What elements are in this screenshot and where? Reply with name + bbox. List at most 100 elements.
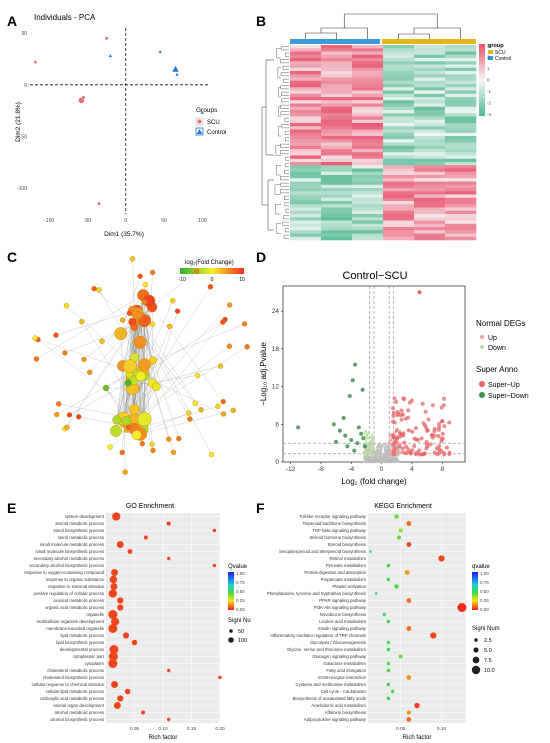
kegg-term-dot — [394, 514, 399, 519]
heatmap-cell — [414, 58, 446, 62]
volcano-point-super-up — [396, 411, 401, 416]
network-node — [123, 359, 137, 374]
heatmap-cell — [414, 74, 446, 78]
network-node — [128, 317, 137, 327]
pca-ylabel: Dim2 (21.8%) — [15, 102, 22, 142]
heatmap-cell — [290, 201, 322, 205]
heatmap-cell — [352, 64, 384, 69]
network-edge — [144, 323, 245, 365]
network-node — [220, 319, 226, 325]
heatmap-cell — [290, 227, 322, 231]
volcano-point-super-up — [410, 429, 415, 434]
network-node — [131, 307, 144, 320]
heatmap-cell — [321, 181, 353, 186]
go-term-label: small molecule biosynthetic process — [35, 549, 104, 554]
heatmap-cell — [352, 149, 384, 153]
network-node — [55, 401, 62, 407]
heatmap-cell — [414, 71, 446, 75]
dendrogram-branch — [280, 182, 289, 187]
heatmap-cell — [352, 171, 384, 176]
heatmap-cell — [352, 51, 384, 56]
heatmap-cell — [445, 116, 477, 121]
heatmap-cell — [414, 230, 446, 234]
heatmap-cell — [321, 58, 353, 62]
volcano-point-super-up — [442, 452, 447, 457]
go-term-dot — [218, 675, 222, 680]
volcano-point-super-down — [349, 438, 354, 442]
heatmap-cell — [414, 45, 446, 49]
dendrogram-branch — [280, 150, 289, 155]
heatmap-cell — [414, 204, 446, 208]
heatmap-cell — [383, 119, 415, 124]
network-node — [207, 284, 214, 290]
network-node — [54, 411, 60, 418]
heatmap-cell — [414, 103, 446, 108]
heatmap-cell — [290, 188, 322, 192]
network-node — [133, 335, 147, 349]
heatmap-cell — [321, 236, 353, 241]
heatmap-cell — [352, 236, 384, 241]
kegg-term-dot — [404, 570, 410, 575]
volcano-point-ns — [370, 456, 374, 459]
kegg-term-dot — [438, 555, 445, 562]
heatmap-cell — [414, 178, 446, 182]
volcano-point-ns — [381, 454, 384, 458]
kegg-color-tick: 1.00 — [480, 571, 489, 576]
pca-legend: Groups SCU Control — [195, 107, 226, 136]
go-term-dot — [124, 688, 131, 695]
volcano-point-super-up — [437, 447, 442, 452]
heatmap-cell — [290, 149, 322, 153]
network-node — [122, 469, 128, 475]
network-node — [63, 303, 70, 309]
dendrogram-branch — [281, 98, 289, 103]
dendrogram-branch — [280, 111, 289, 116]
go-term-label: oxoacid metabolic process — [53, 598, 104, 603]
go-term-dot — [167, 556, 171, 561]
dendrogram-branch — [265, 59, 274, 156]
volcano-point-down — [372, 447, 376, 451]
go-term-label: organic acid metabolic process — [45, 605, 104, 610]
dendrogram-branch — [280, 46, 289, 51]
kegg-legend-size-marker — [473, 647, 479, 653]
heatmap-cell — [290, 119, 322, 124]
go-color-tick: 0.75 — [236, 580, 245, 585]
volcano-point-ns — [384, 449, 388, 452]
heatmap-cell — [321, 132, 353, 137]
kegg-term-label: Aflatoxin biosynthesis — [325, 710, 366, 715]
heatmap-cell — [321, 227, 353, 231]
go-term-dot — [143, 535, 148, 540]
volcano-point-super-up — [424, 446, 429, 451]
volcano-point-up — [398, 450, 402, 454]
go-term-dot — [113, 702, 121, 709]
heatmap-cells — [290, 45, 477, 241]
kegg-term-dot — [398, 654, 403, 659]
kegg-term-label: Adipocytokine signaling pathway — [304, 717, 367, 722]
dendrogram-branch — [261, 106, 268, 206]
volcano-point-up — [398, 442, 402, 446]
dendrogram-branch — [285, 208, 289, 213]
heatmap-cell — [352, 139, 384, 143]
heatmap-cell — [290, 139, 322, 143]
volcano-legend-superdown-label: Super−Down — [488, 393, 529, 400]
volcano-point-super-down — [361, 436, 366, 441]
kegg-term-label: Retinol metabolism — [329, 556, 366, 561]
kegg-term-label: Protein digestion and absorption — [304, 570, 366, 575]
heatmap-cell — [414, 116, 446, 121]
go-title: GO Enrichment — [126, 503, 174, 510]
volcano-point-super-up — [420, 401, 425, 406]
heatmap-cell — [321, 204, 353, 208]
heatmap-chart: group SCU Control 3 2 1 0 -1 -2 -3 — [261, 13, 511, 241]
heatmap-cell — [352, 71, 384, 75]
volcano-point-ns — [380, 444, 384, 447]
volcano-chart: Control−SCU -12 -8 -4 0 4 8 0 6 12 18 24 Log₂ (fol… — [259, 270, 529, 486]
volcano-point-super-down — [359, 431, 364, 436]
heatmap-cell — [290, 51, 322, 56]
network-node — [119, 449, 125, 456]
heatmap-cell — [352, 230, 384, 234]
heatmap-cell — [414, 214, 446, 218]
kegg-legend-size-title: Signi Num — [472, 626, 500, 632]
pca-ytick-label: 50 — [21, 31, 27, 37]
heatmap-cell — [290, 197, 322, 202]
dendrogram-branch — [276, 223, 281, 234]
kegg-legend-size-label: 7.5 — [484, 658, 492, 664]
